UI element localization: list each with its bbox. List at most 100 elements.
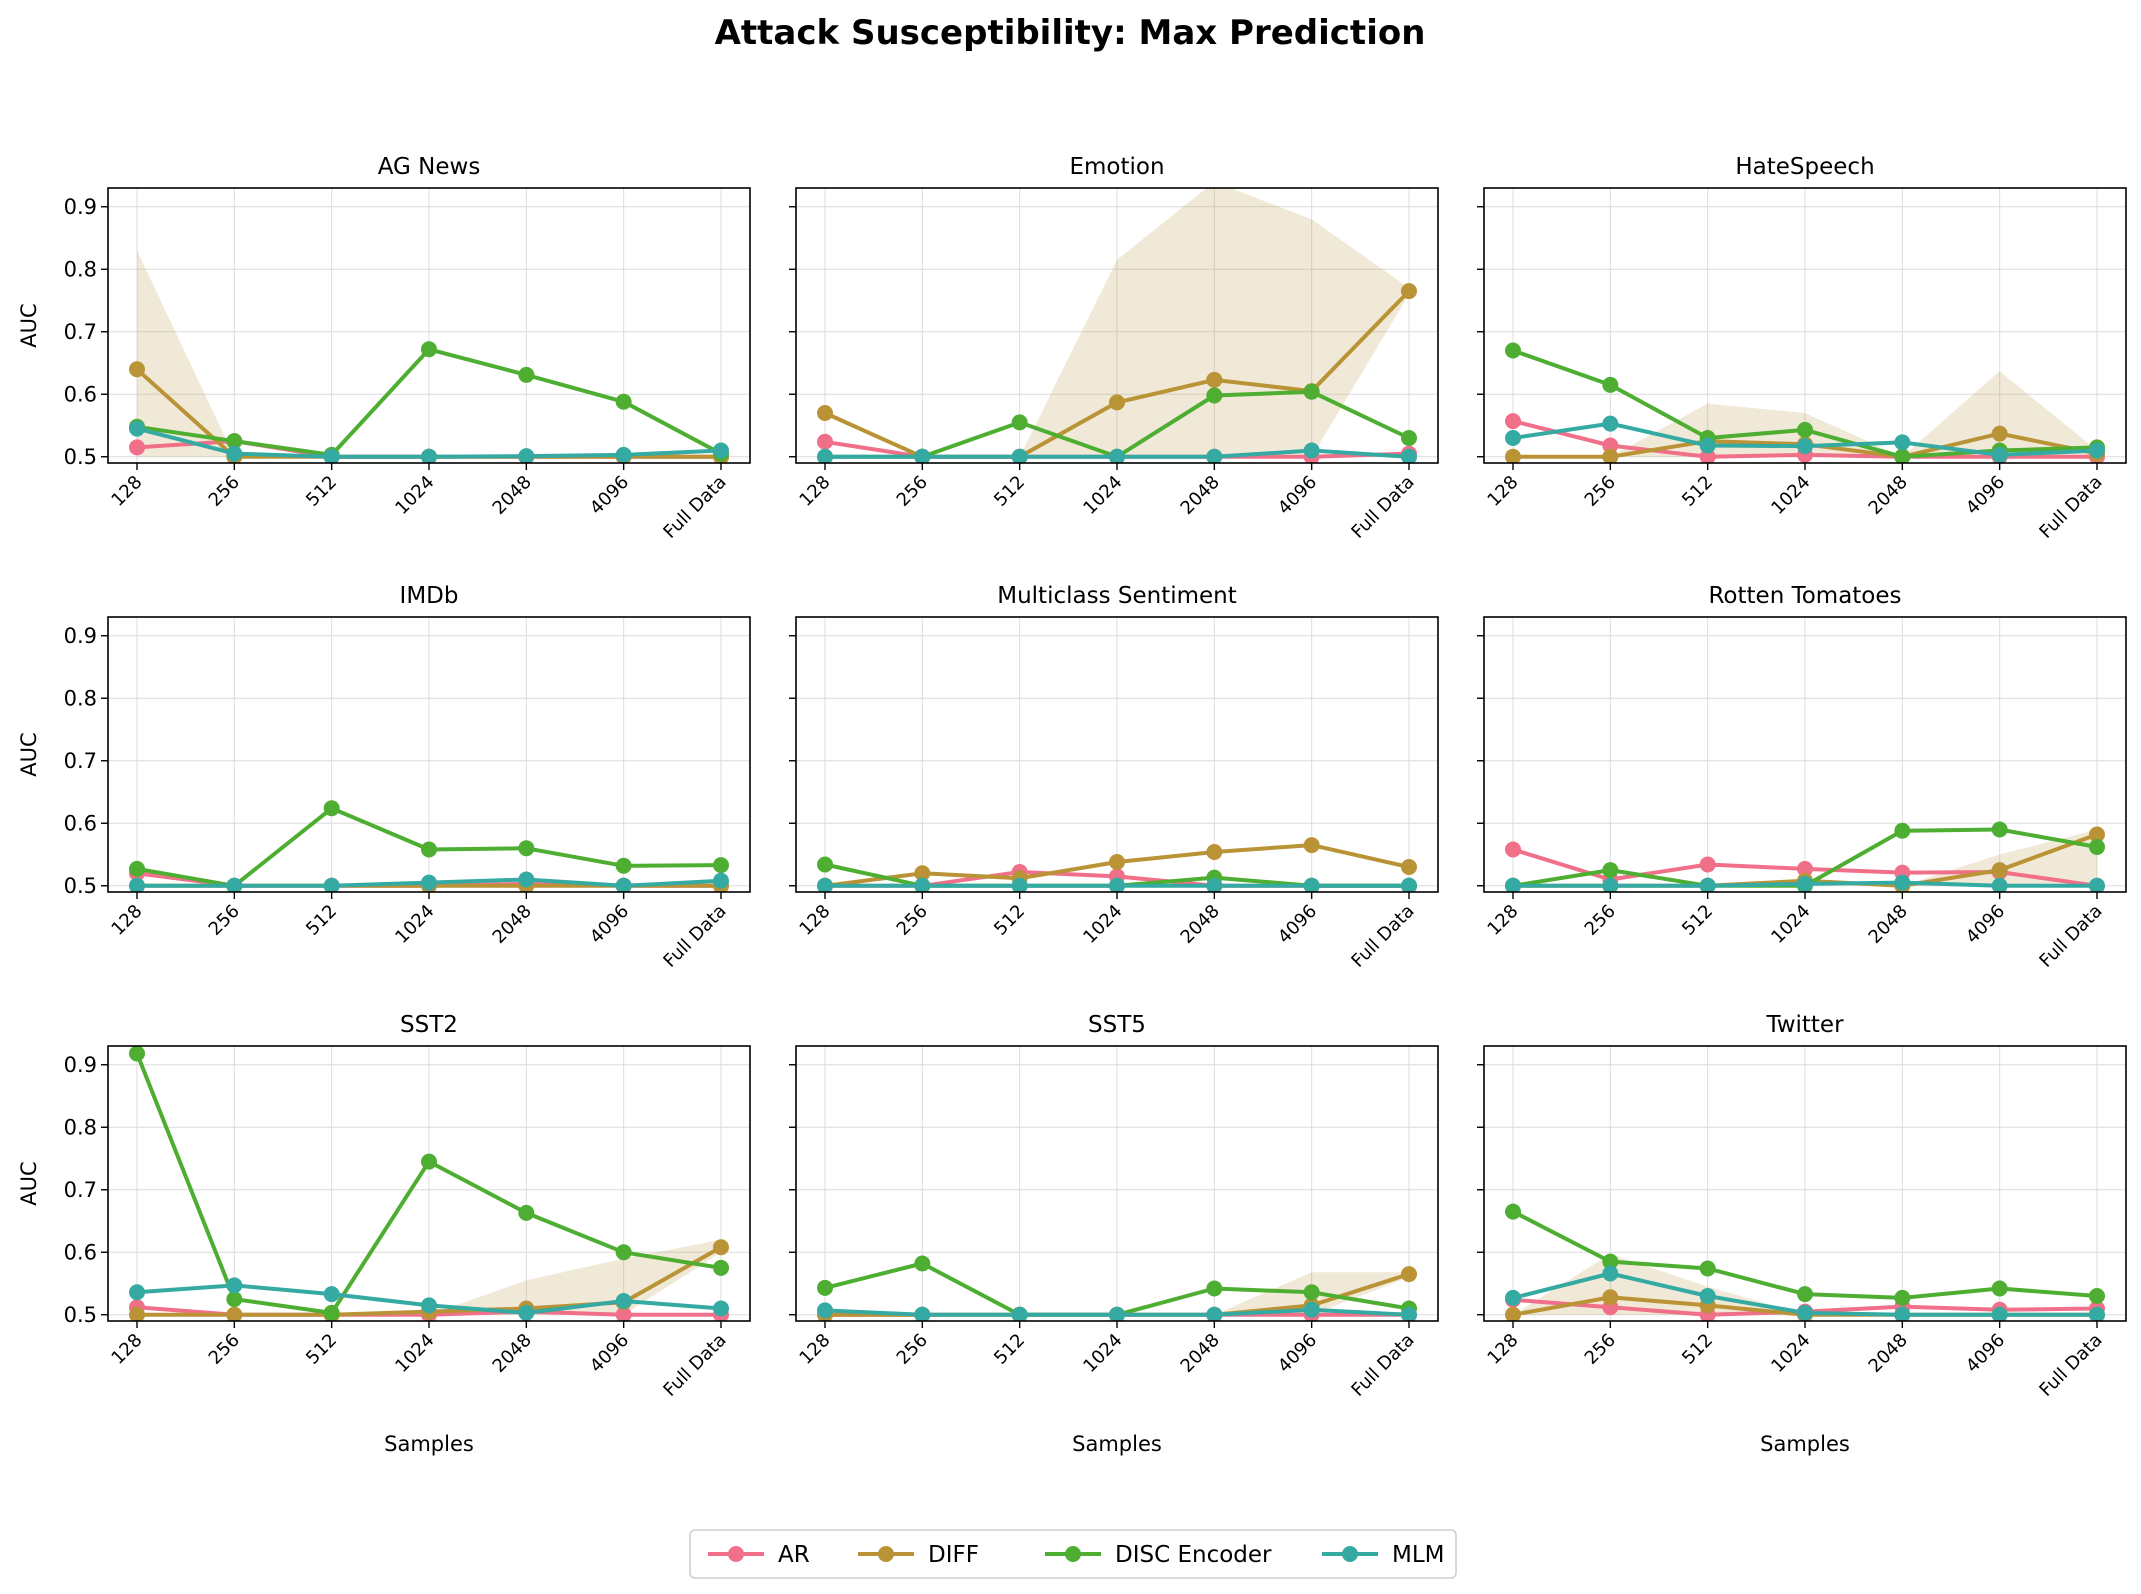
data-point-disc-encoder xyxy=(1206,1280,1223,1297)
y-tick-label: 0.7 xyxy=(64,749,97,773)
data-point-mlm xyxy=(323,448,340,463)
x-tick-label: Full Data xyxy=(2035,1330,2106,1401)
panel-title: SST2 xyxy=(400,1012,458,1038)
data-point-mlm xyxy=(1206,877,1223,892)
legend-marker xyxy=(878,1546,894,1562)
y-tick-label: 0.5 xyxy=(64,874,97,898)
y-axis-label: AUC xyxy=(17,303,41,347)
data-point-mlm xyxy=(914,448,931,463)
x-tick-label: 512 xyxy=(1678,472,1717,511)
data-point-disc-encoder xyxy=(129,860,145,877)
x-tick-label: 2048 xyxy=(1865,1330,1912,1377)
data-point-disc-encoder xyxy=(2089,1288,2105,1304)
series-mlm xyxy=(817,442,1417,463)
x-tick-label: 128 xyxy=(1483,472,1522,511)
series-mlm xyxy=(817,1301,1417,1321)
x-tick-label: 2048 xyxy=(1177,1330,1224,1377)
x-tick-label: 1024 xyxy=(1079,901,1126,948)
panel-emotion: 128 256 512 1024 2048 4096 Full Data Emotion xyxy=(789,154,1439,543)
data-point-disc-encoder xyxy=(1303,383,1320,400)
data-point-mlm xyxy=(1797,438,1813,455)
series-disc-encoder xyxy=(1505,1203,2105,1306)
data-point-mlm xyxy=(914,877,931,892)
y-tick-label: 0.6 xyxy=(64,382,97,406)
data-point-diff xyxy=(1991,425,2008,442)
data-point-diff xyxy=(1602,1289,1619,1306)
data-point-disc-encoder xyxy=(1894,1289,1911,1306)
x-tick-label: 256 xyxy=(205,901,244,940)
x-axis-label: Samples xyxy=(1072,1432,1162,1456)
y-axis-label: AUC xyxy=(17,732,41,776)
x-tick-label: 256 xyxy=(205,1330,244,1369)
legend-label: DIFF xyxy=(928,1542,979,1568)
data-point-diff xyxy=(1206,844,1223,860)
x-tick-label: 256 xyxy=(1581,1330,1620,1369)
y-tick-label: 0.6 xyxy=(64,811,97,835)
data-point-mlm xyxy=(2089,442,2105,459)
x-tick-label: 256 xyxy=(893,472,932,511)
data-point-mlm xyxy=(323,877,340,892)
y-tick-label: 0.7 xyxy=(64,1178,97,1202)
x-axis-label: Samples xyxy=(384,1432,474,1456)
x-tick-label: 2048 xyxy=(1865,472,1912,519)
data-point-mlm xyxy=(1699,437,1716,454)
y-axis-label: AUC xyxy=(17,1161,41,1205)
data-point-ar xyxy=(129,439,145,456)
legend-label: DISC Encoder xyxy=(1115,1542,1272,1568)
data-point-diff xyxy=(226,1306,243,1321)
x-tick-label: 512 xyxy=(302,472,341,511)
data-point-mlm xyxy=(518,448,535,463)
panel-grid: 0.5 0.6 0.7 0.8 0.9 128 256 512 1024 2048 4096 Full… xyxy=(17,154,2127,1456)
data-point-mlm xyxy=(713,442,729,459)
data-point-mlm xyxy=(129,877,145,892)
data-point-mlm xyxy=(1303,877,1320,892)
data-point-ar xyxy=(1505,841,1521,858)
data-point-mlm xyxy=(1894,874,1911,891)
data-point-mlm xyxy=(914,1306,931,1321)
data-point-mlm xyxy=(1991,1306,2008,1321)
y-tick-label: 0.9 xyxy=(64,195,97,219)
data-point-disc-encoder xyxy=(1991,821,2008,838)
diff-confidence-band xyxy=(825,188,1409,457)
data-point-mlm xyxy=(1401,448,1417,463)
data-point-mlm xyxy=(1797,1304,1813,1321)
data-point-diff xyxy=(129,1306,145,1321)
x-tick-label: 1024 xyxy=(1767,1330,1814,1377)
data-point-diff xyxy=(1505,448,1521,463)
data-point-disc-encoder xyxy=(1602,862,1619,879)
data-point-ar xyxy=(1602,437,1619,454)
data-point-mlm xyxy=(1109,448,1125,463)
gridlines xyxy=(108,617,750,892)
data-point-disc-encoder xyxy=(1505,1203,1521,1220)
x-tick-label: Full Data xyxy=(1347,1330,1418,1401)
panel-title: AG News xyxy=(378,154,481,180)
x-tick-label: Full Data xyxy=(659,1330,730,1401)
data-point-disc-encoder xyxy=(1011,414,1028,431)
data-point-mlm xyxy=(1206,1306,1223,1321)
data-point-disc-encoder xyxy=(1894,448,1911,463)
x-tick-label: Full Data xyxy=(1347,901,1418,972)
y-tick-label: 0.9 xyxy=(64,624,97,648)
data-point-disc-encoder xyxy=(421,341,437,358)
x-tick-label: 4096 xyxy=(586,472,633,519)
data-point-mlm xyxy=(226,877,243,892)
data-point-disc-encoder xyxy=(817,856,833,873)
data-point-diff xyxy=(1109,394,1125,411)
data-point-mlm xyxy=(1797,875,1813,892)
data-point-mlm xyxy=(226,445,243,462)
x-tick-label: 4096 xyxy=(586,901,633,948)
x-tick-label: Full Data xyxy=(1347,472,1418,543)
data-point-mlm xyxy=(615,1293,632,1309)
series-disc-encoder xyxy=(129,1046,729,1321)
legend-marker xyxy=(1342,1546,1358,1562)
data-point-disc-encoder xyxy=(1797,421,1813,438)
data-point-mlm xyxy=(1894,1306,1911,1321)
panel-title: SST5 xyxy=(1088,1012,1146,1038)
data-point-mlm xyxy=(1303,1301,1320,1318)
series-mlm xyxy=(817,877,1417,892)
x-tick-label: Full Data xyxy=(659,472,730,543)
legend-marker xyxy=(728,1546,744,1562)
data-point-mlm xyxy=(615,877,632,892)
panel-twitter: 128 256 512 1024 2048 4096 Full Data Twitter Sam… xyxy=(1477,1012,2127,1456)
